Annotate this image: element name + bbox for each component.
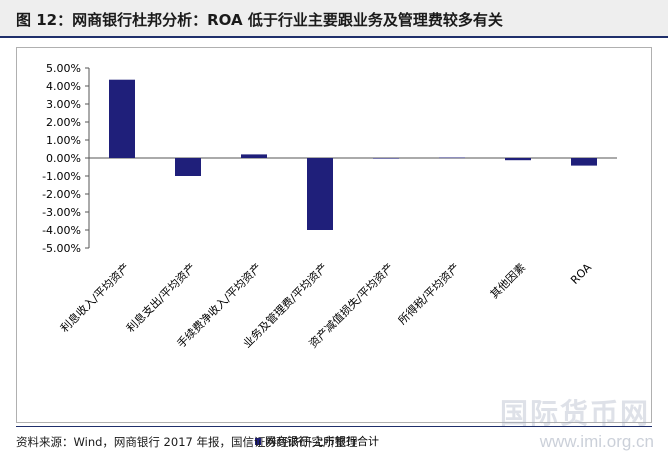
title-bar: 图 12：网商银行杜邦分析：ROA 低于行业主要跟业务及管理费较多有关 <box>0 0 668 38</box>
legend-swatch <box>255 437 261 445</box>
y-tick-label: -4.00% <box>42 224 81 237</box>
y-tick-label: 5.00% <box>46 62 81 75</box>
category-label: ROA <box>568 261 594 287</box>
category-label: 其他因素 <box>488 261 528 301</box>
footer-divider <box>16 426 652 427</box>
x-axis-categories: 利息收入/平均资产利息支出/平均资产手续费净收入/平均资产业务及管理费/平均资产… <box>57 260 594 350</box>
bar-chart: 5.00% 4.00% 3.00% 2.00% 1.00% 0.00% -1.00% -2.0… <box>42 62 617 351</box>
category-label: 所得税/平均资产 <box>395 260 462 327</box>
bar <box>439 157 465 159</box>
y-tick-label: -5.00% <box>42 242 81 255</box>
y-tick-label: 0.00% <box>46 152 81 165</box>
source-note: 资料来源：Wind，网商银行 2017 年报，国信证券经济研究所整理 <box>16 435 358 449</box>
bar <box>373 158 399 159</box>
category-label: 利息支出/平均资产 <box>123 260 198 335</box>
bar <box>505 158 531 161</box>
y-tick-label: 1.00% <box>46 134 81 147</box>
y-tick-label: 2.00% <box>46 116 81 129</box>
chart-frame: 5.00% 4.00% 3.00% 2.00% 1.00% 0.00% -1.00% -2.0… <box>16 47 652 448</box>
bar <box>175 158 201 176</box>
y-tick-label: -3.00% <box>42 206 81 219</box>
y-tick-label: 4.00% <box>46 80 81 93</box>
bar <box>241 154 267 158</box>
bar <box>109 79 135 158</box>
legend-label: 网商银行-上市银行合计 <box>265 435 379 448</box>
watermark-url: www.imi.org.cn <box>539 432 654 451</box>
category-label: 利息收入/平均资产 <box>57 260 132 335</box>
bar-series <box>109 79 597 230</box>
bar <box>571 158 597 166</box>
bar <box>307 158 333 230</box>
y-tick-label: -1.00% <box>42 170 81 183</box>
legend: 网商银行-上市银行合计 <box>255 433 379 449</box>
y-tick-label: 3.00% <box>46 98 81 111</box>
y-tick-label: -2.00% <box>42 188 81 201</box>
page-title: 图 12：网商银行杜邦分析：ROA 低于行业主要跟业务及管理费较多有关 <box>16 11 503 29</box>
